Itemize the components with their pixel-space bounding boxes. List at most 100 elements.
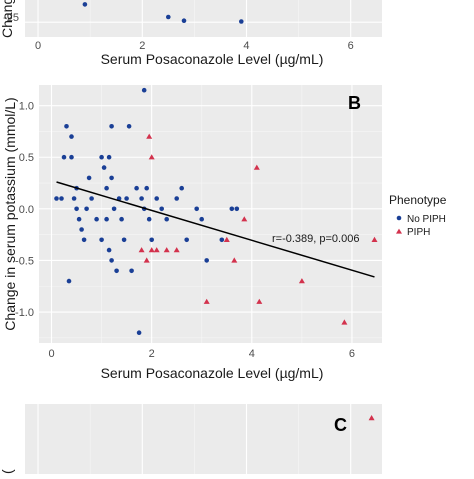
piph-point xyxy=(371,236,378,242)
no-piph-point xyxy=(126,124,132,129)
no-piph-point xyxy=(121,237,127,243)
no-piph-point xyxy=(99,154,104,160)
panel-a: -25 0 2 4 6 Serum Posaconazole Level (µg/mL… xyxy=(0,0,382,67)
piph-point xyxy=(203,298,210,304)
panel-a-points xyxy=(82,2,244,24)
piph-point xyxy=(148,247,155,253)
no-piph-point xyxy=(66,278,72,284)
legend: Phenotype No PIPH PIPH xyxy=(389,193,447,238)
piph-point xyxy=(256,298,263,304)
piph-point xyxy=(173,247,180,253)
no-piph-point xyxy=(194,206,199,212)
no-piph-point xyxy=(154,196,159,201)
panel-a-x-tick-label: 6 xyxy=(348,40,354,52)
no-piph-point xyxy=(219,237,225,243)
panel-a-point xyxy=(166,14,171,20)
piph-point xyxy=(241,216,248,222)
no-piph-point xyxy=(184,237,189,243)
legend-piph-marker xyxy=(396,228,402,234)
no-piph-point xyxy=(109,124,114,129)
no-piph-point xyxy=(61,154,67,160)
panel-b-y-tick-label: 0.5 xyxy=(19,152,34,164)
legend-piph-label: PIPH xyxy=(407,227,430,238)
piph-point xyxy=(138,247,145,253)
panel-b-y-tick-label: 0.0 xyxy=(19,204,34,216)
piph-point xyxy=(341,319,348,325)
panel-b-letter: B xyxy=(348,93,361,113)
piph-point xyxy=(163,247,170,253)
no-piph-point xyxy=(204,258,209,263)
panel-a-y-tick-label: -25 xyxy=(3,12,19,24)
panel-b-x-tick-label: 4 xyxy=(249,348,255,360)
no-piph-point xyxy=(94,216,99,222)
no-piph-point xyxy=(119,216,124,222)
no-piph-point xyxy=(84,206,89,212)
no-piph-point xyxy=(109,175,114,181)
piph-point xyxy=(223,236,230,242)
panel-c-points xyxy=(368,415,375,421)
regression-line xyxy=(56,181,375,278)
no-piph-point xyxy=(199,216,204,222)
panel-b-grid xyxy=(39,85,382,343)
panel-c-plot-area xyxy=(25,404,382,474)
no-piph-point xyxy=(139,196,144,201)
panel-a-point xyxy=(239,19,244,24)
panel-b-y-tick-label: 1.0 xyxy=(19,101,34,113)
no-piph-point xyxy=(234,206,240,212)
panel-b-y-tick-label: -0.5 xyxy=(15,255,34,267)
no-piph-point xyxy=(174,196,179,201)
legend-no-piph-marker xyxy=(396,215,402,221)
no-piph-point xyxy=(109,258,114,263)
no-piph-point xyxy=(144,185,149,191)
no-piph-point xyxy=(76,216,82,222)
piph-point xyxy=(143,257,150,263)
piph-point xyxy=(253,164,260,170)
no-piph-point xyxy=(81,237,87,243)
panel-b-x-tick-labels: 0 2 4 6 xyxy=(48,348,355,360)
panel-a-plot-area xyxy=(25,0,382,37)
no-piph-point xyxy=(146,216,152,222)
panel-a-x-tick-label: 2 xyxy=(139,40,145,52)
panel-b-y-tick-labels: 1.0 0.5 0.0 -0.5 -1.0 xyxy=(15,101,34,319)
piph-point xyxy=(148,154,155,160)
panel-a-grid xyxy=(25,0,382,37)
no-piph-point xyxy=(111,206,117,212)
no-piph-point xyxy=(179,185,184,191)
panel-a-point xyxy=(82,2,88,7)
no-piph-point xyxy=(106,247,112,253)
no-piph-point xyxy=(54,196,59,201)
no-piph-point xyxy=(149,237,154,243)
panel-b-y-axis-title: Change in serum potassium (mmol/L) xyxy=(2,97,18,330)
no-piph-point xyxy=(86,175,92,181)
panel-c-letter: C xyxy=(334,415,347,435)
no-piph-point xyxy=(124,196,129,201)
panel-a-point xyxy=(181,18,187,24)
panel-c-grid xyxy=(37,404,352,474)
panel-a-x-tick-label: 0 xyxy=(35,40,41,52)
piph-point xyxy=(153,247,160,253)
no-piph-point xyxy=(159,206,164,212)
no-piph-point xyxy=(99,237,104,243)
panel-a-x-tick-label: 4 xyxy=(243,40,249,52)
piph-point xyxy=(146,133,153,139)
no-piph-point xyxy=(104,216,109,222)
no-piph-point xyxy=(59,196,64,201)
no-piph-point xyxy=(129,268,134,274)
panel-a-x-tick-labels: 0 2 4 6 xyxy=(35,40,354,52)
panel-a-x-axis-title: Serum Posaconazole Level (µg/mL) xyxy=(101,51,324,67)
no-piph-point xyxy=(141,87,147,93)
panel-c-y-axis-title-fragment: ( xyxy=(0,469,15,474)
no-piph-point xyxy=(114,268,119,274)
no-piph-point xyxy=(64,124,69,129)
no-piph-point xyxy=(104,185,109,191)
no-piph-point xyxy=(74,206,79,212)
piph-point xyxy=(231,257,238,263)
panel-b-x-tick-label: 6 xyxy=(349,348,355,360)
panel-b-points xyxy=(54,87,378,336)
panel-b-y-tick-label: -1.0 xyxy=(15,307,34,319)
legend-no-piph-label: No PIPH xyxy=(407,214,446,225)
no-piph-point xyxy=(69,134,74,139)
no-piph-point xyxy=(164,216,169,222)
panel-b-x-axis-title: Serum Posaconazole Level (µg/mL) xyxy=(101,365,324,381)
no-piph-point xyxy=(134,185,139,191)
